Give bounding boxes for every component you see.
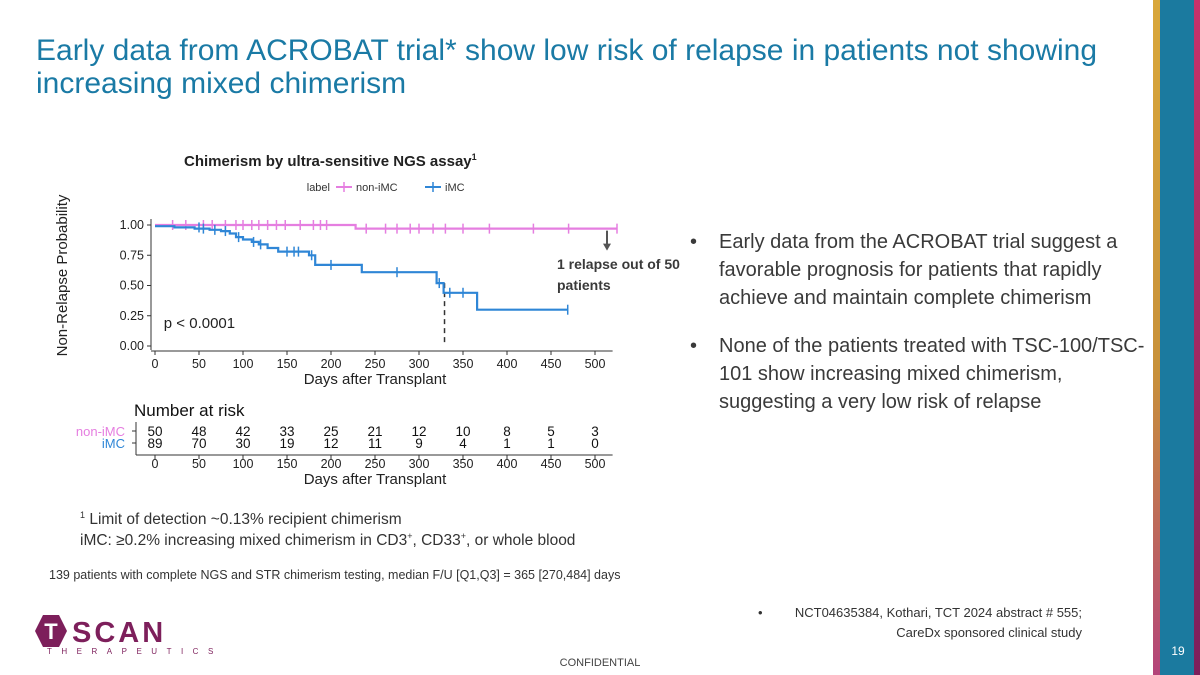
chart-heading-text: Chimerism by ultra-sensitive NGS assay bbox=[184, 153, 472, 170]
risk-x-tick-label: 300 bbox=[409, 457, 430, 471]
chart-heading: Chimerism by ultra-sensitive NGS assay1 bbox=[184, 152, 477, 170]
brand-bar-gold bbox=[1153, 0, 1160, 675]
risk-cell: 0 bbox=[591, 436, 599, 451]
bullet-item: Early data from the ACROBAT trial sugges… bbox=[690, 228, 1150, 312]
footnote-2-a: iMC: ≥0.2% increasing mixed chimerism in… bbox=[80, 532, 408, 550]
risk-cell: 1 bbox=[503, 436, 511, 451]
x-tick-label: 250 bbox=[365, 357, 386, 371]
risk-cell: 89 bbox=[147, 436, 162, 451]
risk-x-tick-label: 350 bbox=[453, 457, 474, 471]
risk-cell: 5 bbox=[547, 424, 555, 439]
logo-text: SCAN bbox=[72, 617, 166, 648]
km-chart: label non-iMC iMC0.000.250.500.751.00Non-R… bbox=[54, 182, 618, 488]
risk-x-tick-label: 100 bbox=[233, 457, 254, 471]
bullet-list: Early data from the ACROBAT trial sugges… bbox=[690, 228, 1150, 436]
risk-row-label: non-iMC bbox=[76, 424, 125, 439]
risk-cell: 9 bbox=[415, 436, 423, 451]
reference-line-1: NCT04635384, Kothari, TCT 2024 abstract … bbox=[794, 605, 1082, 620]
footnote-2: iMC: ≥0.2% increasing mixed chimerism in… bbox=[80, 531, 575, 550]
x-tick-label: 200 bbox=[321, 357, 342, 371]
brand-bar-blue bbox=[1160, 0, 1194, 675]
legend-label: non-iMC bbox=[356, 182, 398, 194]
footnote-2-sup2: + bbox=[460, 531, 466, 541]
risk-cell: 11 bbox=[368, 436, 382, 451]
footnote-2-sup1: + bbox=[407, 531, 413, 541]
risk-cell: 48 bbox=[191, 424, 206, 439]
reference-line-2: CareDx sponsored clinical study bbox=[896, 625, 1082, 640]
annotation-arrow-head-icon bbox=[603, 243, 611, 251]
x-tick-label: 150 bbox=[277, 357, 298, 371]
footnote-3: 139 patients with complete NGS and STR c… bbox=[49, 568, 621, 582]
risk-cell: 19 bbox=[279, 436, 294, 451]
risk-x-tick-label: 50 bbox=[192, 457, 206, 471]
tscan-logo: T SCAN bbox=[35, 615, 166, 648]
brand-bar-pink bbox=[1194, 0, 1200, 675]
risk-cell: 21 bbox=[367, 424, 382, 439]
slide-title: Early data from ACROBAT trial* show low … bbox=[36, 34, 1098, 100]
risk-cell: 3 bbox=[591, 424, 599, 439]
y-tick-label: 0.50 bbox=[120, 279, 144, 293]
risk-cell: 8 bbox=[503, 424, 511, 439]
y-tick-label: 0.00 bbox=[120, 339, 144, 353]
footnote-2-c: , or whole blood bbox=[466, 532, 576, 550]
x-tick-label: 500 bbox=[585, 357, 606, 371]
bullet-item: None of the patients treated with TSC-10… bbox=[690, 332, 1150, 416]
x-tick-label: 0 bbox=[152, 357, 159, 371]
risk-cell: 4 bbox=[459, 436, 467, 451]
footnote-1: 1 Limit of detection ~0.13% recipient ch… bbox=[80, 510, 402, 529]
p-value: p < 0.0001 bbox=[164, 315, 235, 332]
risk-cell: 30 bbox=[235, 436, 250, 451]
risk-x-tick-label: 500 bbox=[585, 457, 606, 471]
risk-cell: 50 bbox=[147, 424, 162, 439]
risk-cell: 70 bbox=[191, 436, 206, 451]
x-tick-label: 400 bbox=[497, 357, 518, 371]
risk-x-tick-label: 250 bbox=[365, 457, 386, 471]
x-tick-label: 50 bbox=[192, 357, 206, 371]
confidential-label: CONFIDENTIAL bbox=[559, 657, 641, 669]
footnote-2-b: , CD33 bbox=[412, 532, 461, 550]
risk-cell: 12 bbox=[323, 436, 338, 451]
risk-x-tick-label: 400 bbox=[497, 457, 518, 471]
risk-row-label: iMC bbox=[102, 436, 125, 451]
x-tick-label: 350 bbox=[453, 357, 474, 371]
y-axis-label: Non-Relapse Probability bbox=[54, 194, 71, 356]
risk-x-tick-label: 0 bbox=[152, 457, 159, 471]
risk-x-tick-label: 200 bbox=[321, 457, 342, 471]
logo-subtitle: THERAPEUTICS bbox=[47, 647, 223, 656]
x-tick-label: 100 bbox=[233, 357, 254, 371]
series-line-iMC bbox=[155, 225, 568, 311]
chart-heading-sup: 1 bbox=[471, 152, 477, 162]
page-number: 19 bbox=[1171, 644, 1185, 658]
x-tick-label: 300 bbox=[409, 357, 430, 371]
risk-cell: 1 bbox=[547, 436, 555, 451]
series-line-non-iMC bbox=[155, 223, 617, 230]
reference: • NCT04635384, Kothari, TCT 2024 abstrac… bbox=[740, 603, 1082, 643]
relapse-annotation: 1 relapse out of 50 patients bbox=[557, 256, 680, 293]
footnote-1-sup: 1 bbox=[80, 510, 86, 520]
y-tick-label: 0.25 bbox=[120, 309, 144, 323]
reference-bullet: • bbox=[758, 605, 763, 620]
risk-cell: 25 bbox=[323, 424, 338, 439]
y-tick-label: 0.75 bbox=[120, 248, 144, 262]
risk-x-tick-label: 150 bbox=[277, 457, 298, 471]
risk-cell: 12 bbox=[411, 424, 426, 439]
risk-table-title: Number at risk bbox=[134, 401, 245, 420]
footnote-1-text: Limit of detection ~0.13% recipient chim… bbox=[85, 511, 402, 529]
risk-x-tick-label: 450 bbox=[541, 457, 562, 471]
risk-x-axis-label: Days after Transplant bbox=[304, 471, 447, 488]
risk-cell: 33 bbox=[279, 424, 294, 439]
y-tick-label: 1.00 bbox=[120, 218, 144, 232]
logo-hexagon-icon bbox=[35, 615, 67, 647]
risk-cell: 10 bbox=[455, 424, 470, 439]
logo-letter: T bbox=[44, 619, 58, 644]
x-axis-label: Days after Transplant bbox=[304, 371, 447, 388]
legend-title: label bbox=[307, 182, 330, 194]
x-tick-label: 450 bbox=[541, 357, 562, 371]
legend-label: iMC bbox=[445, 182, 465, 194]
risk-cell: 42 bbox=[235, 424, 250, 439]
